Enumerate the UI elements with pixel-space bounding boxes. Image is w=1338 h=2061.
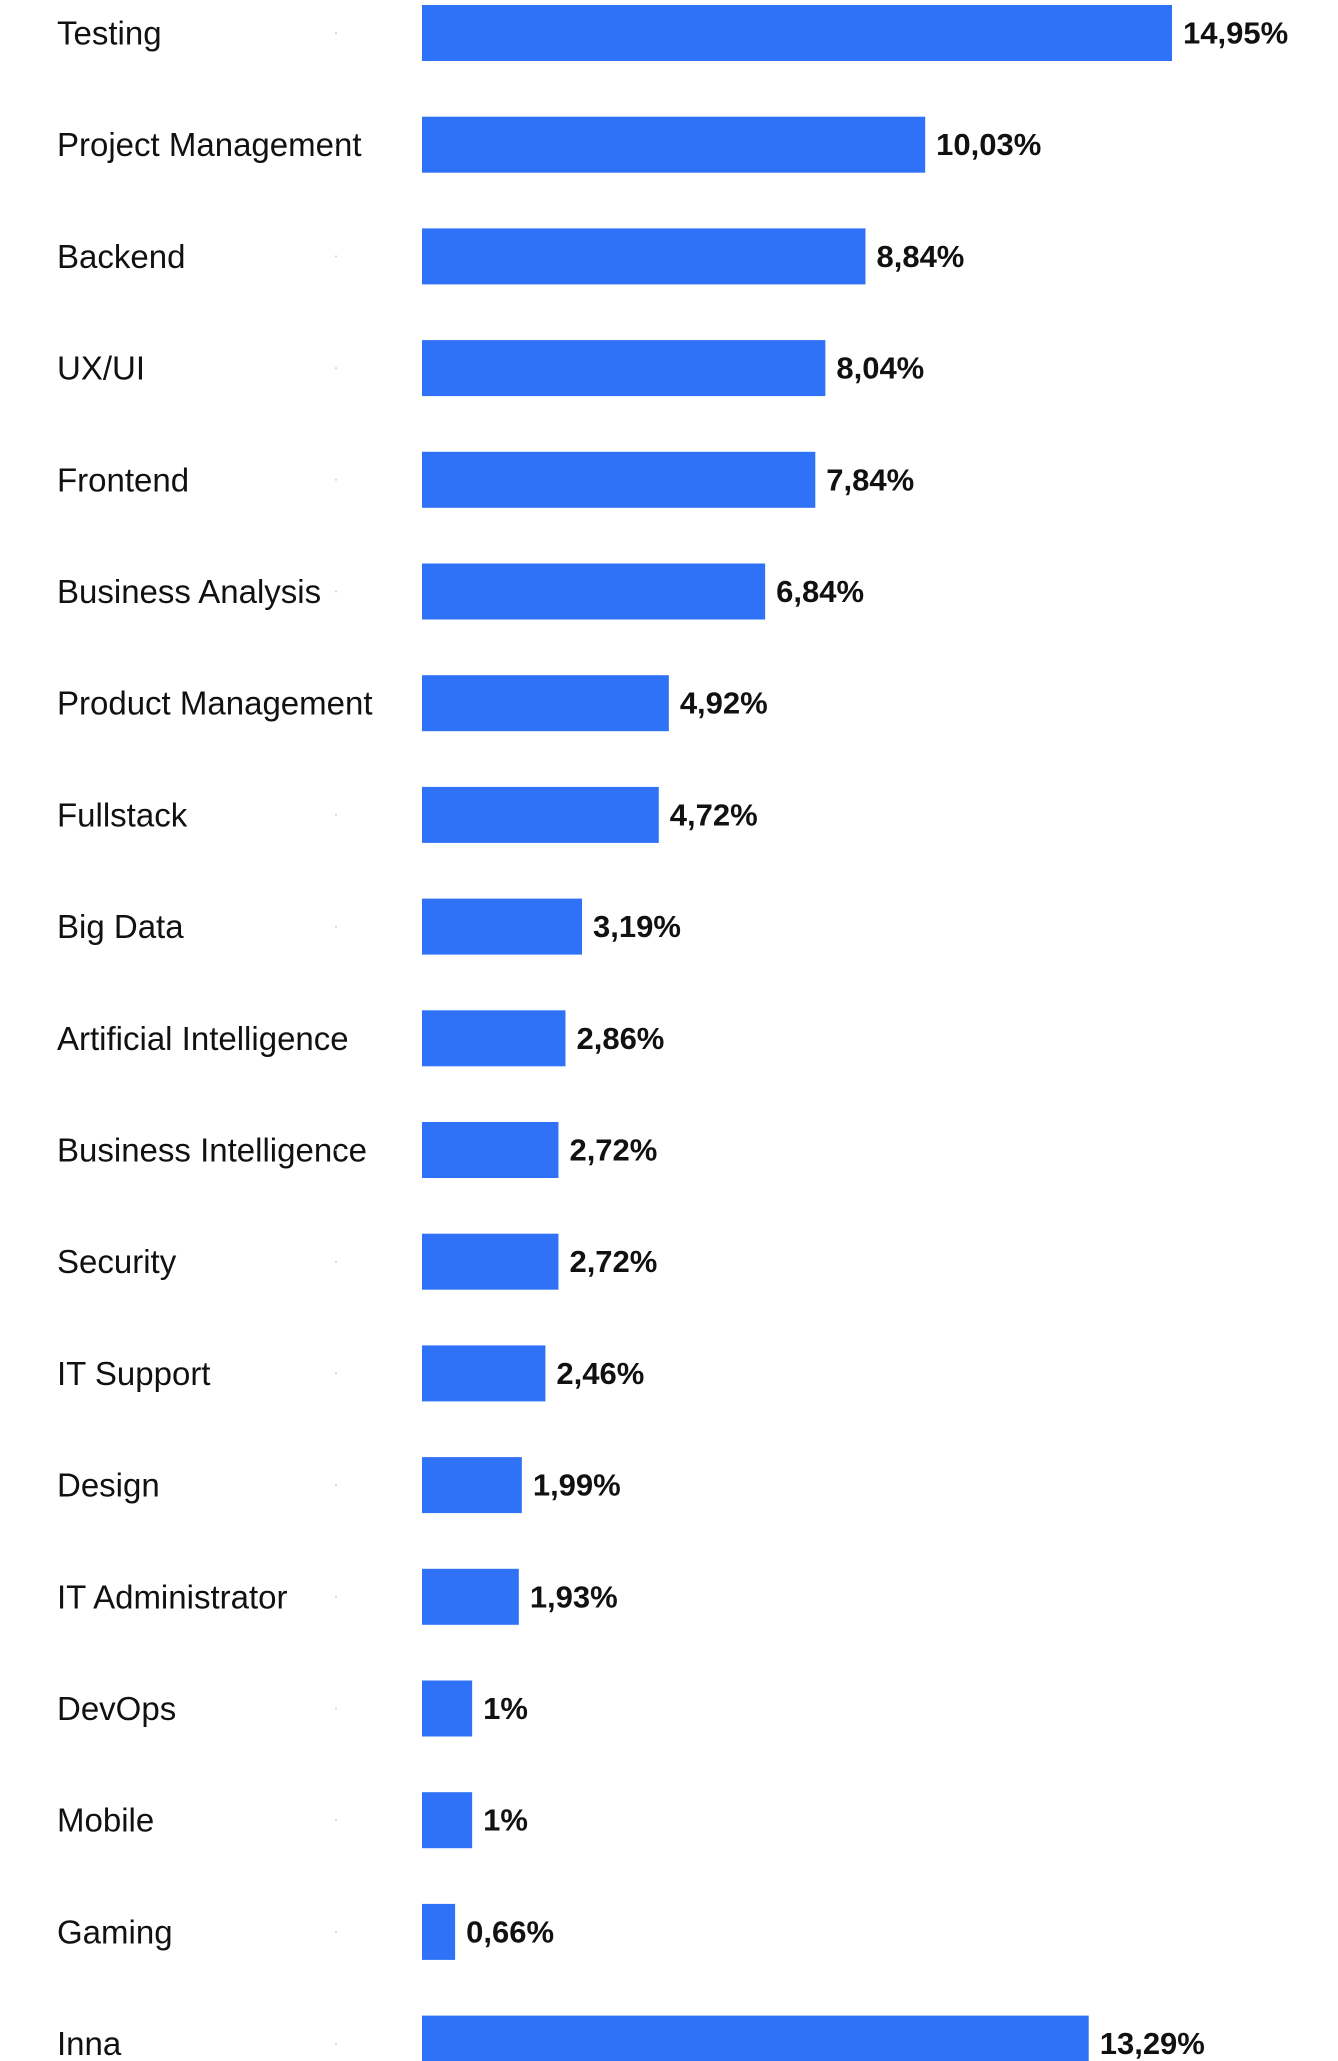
guide-dot xyxy=(335,1819,337,1822)
bar xyxy=(422,1903,456,1960)
category-label: Security xyxy=(57,1243,177,1280)
guide-dot xyxy=(335,367,337,370)
bar xyxy=(422,1345,546,1402)
value-label: 2,46% xyxy=(556,1356,644,1391)
category-label: Big Data xyxy=(57,908,184,945)
bar xyxy=(422,1680,473,1737)
category-label: IT Support xyxy=(57,1355,210,1392)
guide-dot xyxy=(335,702,337,705)
category-label: Business Analysis xyxy=(57,573,321,610)
value-label: 0,66% xyxy=(466,1914,554,1949)
value-label: 13,29% xyxy=(1100,2026,1205,2061)
category-label: UX/UI xyxy=(57,350,145,387)
value-label: 8,84% xyxy=(876,239,964,274)
category-label: Fullstack xyxy=(57,796,188,833)
category-label: Project Management xyxy=(57,126,362,163)
guide-dot xyxy=(335,1707,337,1710)
guide-dot xyxy=(335,590,337,593)
bar xyxy=(422,116,926,173)
category-label: IT Administrator xyxy=(57,1578,287,1615)
guide-dot xyxy=(335,32,337,34)
guide-dot xyxy=(335,1372,337,1375)
category-label: Frontend xyxy=(57,461,189,498)
bar xyxy=(422,1792,473,1849)
value-label: 1% xyxy=(483,1803,528,1838)
guide-dot xyxy=(335,1037,337,1040)
value-label: 14,95% xyxy=(1183,16,1288,51)
value-label: 3,19% xyxy=(593,909,681,944)
bar xyxy=(422,228,866,285)
category-label: Business Intelligence xyxy=(57,1132,367,1169)
category-label: Inna xyxy=(57,2025,122,2061)
value-label: 7,84% xyxy=(826,462,914,497)
value-label: 6,84% xyxy=(776,574,864,609)
category-label: Artificial Intelligence xyxy=(57,1020,349,1057)
bar xyxy=(422,1010,566,1067)
guide-dot xyxy=(335,255,337,258)
category-label: Backend xyxy=(57,238,185,275)
bar xyxy=(422,1457,522,1514)
bar xyxy=(422,786,659,843)
value-label: 1,93% xyxy=(530,1579,618,1614)
bar xyxy=(422,563,766,620)
value-label: 4,92% xyxy=(680,686,768,721)
guide-dot xyxy=(335,1260,337,1263)
guide-dot xyxy=(335,2042,337,2045)
bar xyxy=(422,2015,1089,2061)
value-label: 1% xyxy=(483,1691,528,1726)
guide-dot xyxy=(335,1930,337,1933)
category-label: Product Management xyxy=(57,685,373,722)
bar xyxy=(422,1233,559,1290)
value-label: 1,99% xyxy=(533,1468,621,1503)
category-label: DevOps xyxy=(57,1690,176,1727)
category-label: Testing xyxy=(57,15,162,52)
guide-dot xyxy=(335,1149,337,1151)
value-label: 2,72% xyxy=(569,1244,657,1279)
value-label: 4,72% xyxy=(670,797,758,832)
bar xyxy=(422,898,583,955)
bar xyxy=(422,451,816,508)
category-label: Gaming xyxy=(57,1913,173,1950)
guide-dot xyxy=(335,1484,337,1487)
guide-dot xyxy=(335,143,337,146)
guide-dot xyxy=(335,813,337,816)
category-label: Mobile xyxy=(57,1802,154,1839)
guide-dot xyxy=(335,925,337,928)
bar xyxy=(422,340,826,397)
guide-dot xyxy=(335,1595,337,1598)
guide-dot xyxy=(335,478,337,481)
category-label: Design xyxy=(57,1467,160,1504)
bar xyxy=(422,5,1172,61)
bar xyxy=(422,675,669,732)
value-label: 2,86% xyxy=(576,1021,664,1056)
value-label: 8,04% xyxy=(836,351,924,386)
bar xyxy=(422,1568,519,1625)
value-label: 2,72% xyxy=(569,1133,657,1168)
value-label: 10,03% xyxy=(936,127,1041,162)
bar xyxy=(422,1122,559,1178)
